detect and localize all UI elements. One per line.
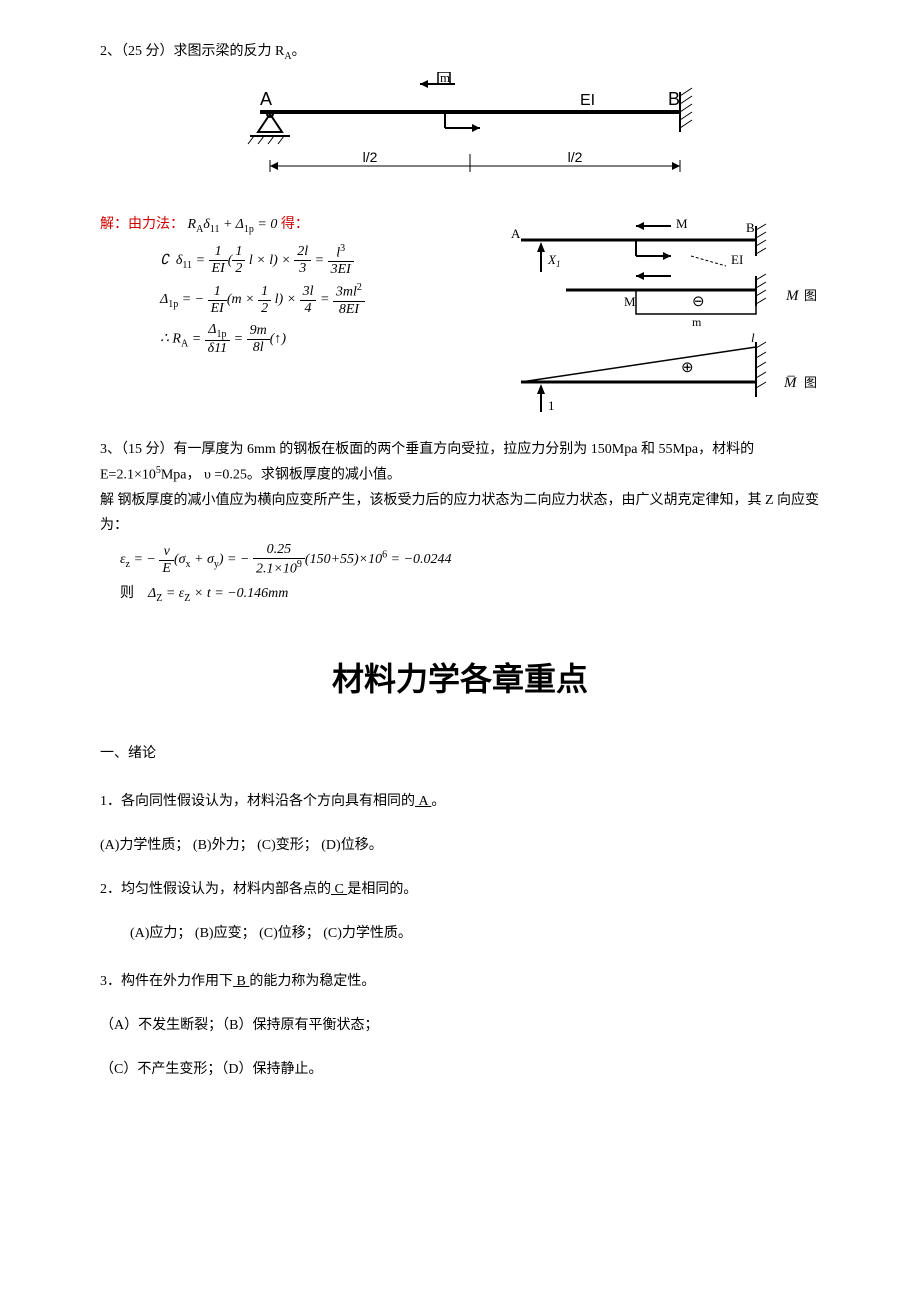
solution-diagrams: A M B X1 EI: [506, 212, 830, 427]
svg-text:l: l: [751, 330, 755, 345]
problem3-text: 3、（15 分）有一厚度为 6mm 的钢板在板面的两个垂直方向受拉，拉应力分别为…: [100, 437, 820, 488]
beam-diagram: m A EI B l/2 l/2: [220, 72, 700, 192]
eq-delta1p: Δ1p = − 1EI(m × 12 l) × 3l4 = 3ml28EI: [160, 282, 496, 318]
main-title: 材料力学各章重点: [100, 654, 820, 700]
section1-heading: 一、绪论: [100, 740, 820, 768]
q3-opt1: （A）不发生断裂；（B）保持原有平衡状态；: [100, 1012, 820, 1040]
svg-text:A: A: [511, 226, 521, 241]
q2: 2．均匀性假设认为，材料内部各点的 C 是相同的。: [100, 876, 820, 904]
svg-text:m: m: [692, 315, 702, 329]
q1: 1．各向同性假设认为，材料沿各个方向具有相同的 A 。: [100, 788, 820, 816]
eq-delta11: ∁ δ11 = 1EI(12 l × l) × 2l3 = l33EI: [160, 243, 496, 279]
svg-text:图: 图: [804, 288, 817, 303]
eq-deltaZ: 则 ΔZ = εZ × t = −0.146mm: [120, 582, 820, 604]
eq-RA: ∴ RA = Δ1pδ11 = 9m8l(↑): [160, 322, 496, 357]
svg-text:l/2: l/2: [568, 149, 583, 165]
svg-text:M̅: M̅: [783, 375, 798, 391]
problem3-sol: 解 钢板厚度的减小值应为横向应变所产生，该板受力后的应力状态为二向应力状态，由广…: [100, 488, 820, 538]
q3-opt2: （C）不产生变形；（D）保持静止。: [100, 1056, 820, 1084]
p2-sub: A: [284, 51, 291, 62]
solution-label: 解：由力法：: [100, 217, 184, 232]
svg-text:A: A: [260, 89, 272, 109]
p2-text: 2、（25 分）求图示梁的反力 R: [100, 44, 284, 59]
svg-text:EI: EI: [580, 92, 595, 109]
solution-equations: 解：由力法： RAδ11 + Δ1p = 0 得： ∁ δ11 = 1EI(12…: [100, 212, 496, 361]
svg-text:EI: EI: [731, 252, 743, 267]
p2-end: 。: [292, 44, 306, 59]
svg-text:M: M: [785, 288, 800, 304]
eq1: RAδ11 + Δ1p = 0: [188, 217, 281, 232]
eq-epsilon: εz = − νE(σx + σy) = − 0.252.1×109(150+5…: [120, 542, 820, 578]
svg-text:⊖: ⊖: [692, 294, 705, 310]
svg-text:B: B: [668, 89, 680, 109]
svg-text:⊕: ⊕: [681, 360, 694, 376]
svg-text:l/2: l/2: [363, 149, 378, 165]
svg-text:M: M: [624, 294, 636, 309]
solution-row: 解：由力法： RAδ11 + Δ1p = 0 得： ∁ δ11 = 1EI(12…: [100, 212, 820, 427]
svg-text:M: M: [676, 216, 688, 231]
svg-text:1: 1: [548, 398, 555, 413]
svg-text:m: m: [440, 72, 450, 85]
svg-text:图: 图: [804, 375, 817, 390]
q2-options: (A)应力； (B)应变； (C)位移； (C)力学性质。: [130, 920, 820, 948]
svg-text:X1: X1: [547, 252, 560, 269]
problem2-header: 2、（25 分）求图示梁的反力 RA。: [100, 40, 820, 62]
q3: 3．构件在外力作用下 B 的能力称为稳定性。: [100, 968, 820, 996]
svg-text:B: B: [746, 220, 755, 235]
get-label: 得：: [281, 217, 309, 232]
q1-options: (A)力学性质； (B)外力； (C)变形； (D)位移。: [100, 832, 820, 860]
